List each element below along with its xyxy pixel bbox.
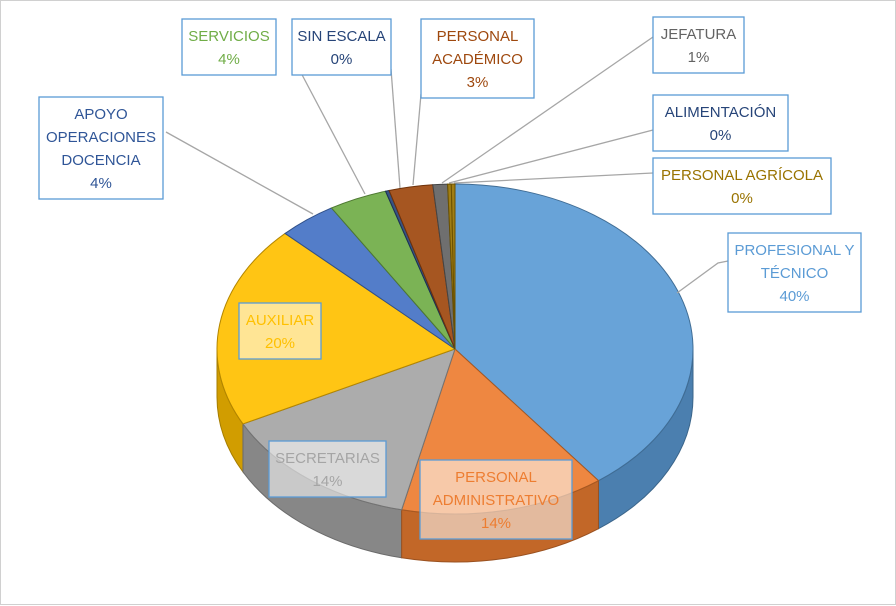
leader-line-apoyo-operaciones-docencia xyxy=(165,131,314,215)
data-label-category: SECRETARIAS xyxy=(275,450,380,467)
label-box xyxy=(291,18,392,76)
data-label-category: PERSONAL AGRÍCOLA xyxy=(661,167,823,184)
data-label-category: APOYO xyxy=(74,106,127,123)
data-label-category: PROFESIONAL Y xyxy=(734,242,854,259)
label-box xyxy=(727,232,862,313)
data-label-profesional-y-tecnico: PROFESIONAL Y TÉCNICO 40% xyxy=(727,232,862,313)
data-label-alimentacion: ALIMENTACIÓN 0% xyxy=(652,94,789,152)
data-label-category: OPERACIONES xyxy=(46,129,156,146)
leader-line-personal-academico xyxy=(412,93,422,186)
data-label-category: ALIMENTACIÓN xyxy=(665,104,776,121)
data-label-category: TÉCNICO xyxy=(761,265,829,282)
leader-line-personal-agricola xyxy=(453,172,654,184)
data-label-value: 4% xyxy=(218,51,240,68)
data-label-category: PERSONAL xyxy=(455,469,537,486)
data-label-category: AUXILIAR xyxy=(246,312,315,329)
label-box xyxy=(419,459,573,540)
data-label-value: 14% xyxy=(481,515,511,532)
data-label-value: 3% xyxy=(467,74,489,91)
data-labels: PROFESIONAL Y TÉCNICO 40% PERSONAL ADMINISTR… xyxy=(38,16,862,540)
data-label-category: DOCENCIA xyxy=(61,152,140,169)
data-label-personal-agricola: PERSONAL AGRÍCOLA 0% xyxy=(652,157,832,215)
label-box xyxy=(652,16,745,74)
data-label-value: 0% xyxy=(731,190,753,207)
data-label-secretarias: SECRETARIAS 14% xyxy=(268,440,387,498)
data-label-apoyo-operaciones-docencia: APOYO OPERACIONES DOCENCIA 4% xyxy=(38,96,164,200)
data-label-value: 0% xyxy=(331,51,353,68)
data-label-category: JEFATURA xyxy=(661,26,737,43)
leader-lines xyxy=(165,36,729,294)
leader-line-jefatura xyxy=(441,36,654,184)
leader-line-alimentacion xyxy=(448,129,654,184)
leader-line-profesional-y-tecnico xyxy=(676,260,729,294)
slice-personal-agricola xyxy=(450,183,456,350)
label-box xyxy=(181,18,277,76)
data-label-value: 20% xyxy=(265,335,295,352)
label-box xyxy=(268,440,387,498)
data-label-value: 40% xyxy=(779,288,809,305)
slice-profesional-y-tecnico xyxy=(454,183,694,482)
label-box xyxy=(652,157,832,215)
label-box xyxy=(238,302,322,360)
data-label-category: PERSONAL xyxy=(437,28,519,45)
data-label-category: ACADÉMICO xyxy=(432,51,523,68)
label-box xyxy=(38,96,164,200)
leader-line-servicios xyxy=(298,68,366,195)
data-label-value: 14% xyxy=(312,473,342,490)
label-box xyxy=(420,18,535,99)
data-label-category: SERVICIOS xyxy=(188,28,269,45)
data-label-value: 0% xyxy=(710,127,732,144)
label-box xyxy=(652,94,789,152)
data-label-auxiliar: AUXILIAR 20% xyxy=(238,302,322,360)
slice-auxiliar xyxy=(216,232,457,425)
data-label-personal-administrativo: PERSONAL ADMINISTRATIVO 14% xyxy=(419,459,573,540)
leader-line-sin-escala xyxy=(390,68,401,189)
data-label-value: 1% xyxy=(688,49,710,66)
data-label-value: 4% xyxy=(90,175,112,192)
data-label-servicios: SERVICIOS 4% xyxy=(181,18,277,76)
data-label-personal-academico: PERSONAL ACADÉMICO 3% xyxy=(420,18,535,99)
data-label-category: SIN ESCALA xyxy=(297,28,385,45)
data-label-category: ADMINISTRATIVO xyxy=(433,492,559,509)
data-label-jefatura: JEFATURA 1% xyxy=(652,16,745,74)
data-label-sin-escala: SIN ESCALA 0% xyxy=(291,18,392,76)
